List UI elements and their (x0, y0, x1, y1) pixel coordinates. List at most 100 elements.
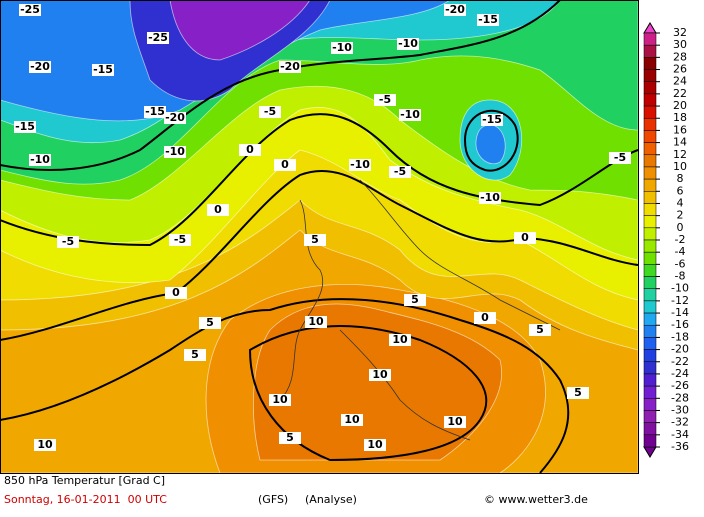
isotherm (0, 113, 639, 247)
colorbar-band (643, 398, 657, 411)
contour-label: -10 (30, 153, 50, 166)
colorbar-tick-label: -26 (671, 379, 689, 392)
label-background (207, 204, 229, 216)
colorbar-tick-label: 32 (673, 26, 687, 39)
label-background (444, 4, 466, 16)
contour-label: -5 (614, 151, 626, 164)
colorbar-tick-label: -24 (671, 367, 689, 380)
label-background (397, 38, 419, 50)
label-background (14, 121, 36, 133)
label-background (169, 234, 191, 246)
label-background (184, 349, 206, 361)
colorbar-band (643, 105, 657, 119)
contour-label: -5 (264, 105, 276, 118)
contour-label: -20 (165, 111, 185, 124)
contour-label: -10 (165, 145, 185, 158)
label-background (29, 61, 51, 73)
contour-label: -10 (398, 37, 418, 50)
colorbar-tick-label: 28 (673, 50, 687, 63)
footer-run: (Analyse) (305, 493, 357, 506)
label-background (19, 4, 41, 16)
colorbar-tick-label: 20 (673, 99, 687, 112)
label-background (477, 14, 499, 26)
contour-label: -10 (480, 191, 500, 204)
colorbar-band (643, 434, 657, 448)
label-background (349, 159, 371, 171)
label-background (199, 317, 221, 329)
colorbar-tick-label: 24 (673, 75, 687, 88)
label-background (529, 324, 551, 336)
colorbar-band (643, 69, 657, 82)
colorbar-band (643, 32, 657, 46)
colorbar-band (643, 251, 657, 265)
label-background (389, 334, 411, 346)
label-background (341, 414, 363, 426)
colorbar-band (643, 373, 657, 387)
contour-label: 10 (392, 333, 408, 346)
isotherm (463, 109, 519, 172)
colorbar-tick-label: -12 (671, 294, 689, 307)
colorbar-tick-label: 30 (673, 38, 687, 51)
colorbar-tick-label: 10 (673, 160, 687, 173)
contour-label: 10 (308, 315, 324, 328)
label-background (567, 387, 589, 399)
colorbar-tick-label: 8 (677, 172, 684, 185)
footer-credit: © www.wetter3.de (484, 493, 588, 506)
label-background (389, 166, 411, 178)
colorbar-band (643, 44, 657, 58)
contour-label: 0 (481, 311, 489, 324)
contour-label: -5 (62, 235, 74, 248)
contour-label: -15 (93, 63, 113, 76)
contour-label: -10 (332, 41, 352, 54)
colorbar-band (643, 93, 657, 107)
contour-label: 10 (37, 438, 53, 451)
colorbar-band (643, 215, 657, 229)
contour-label: -15 (15, 120, 35, 133)
label-background (479, 192, 501, 204)
temperature-field (253, 303, 502, 461)
label-background (164, 112, 186, 124)
contour-label: -15 (145, 105, 165, 118)
contour-label: -20 (445, 3, 465, 16)
contour-label: -15 (482, 113, 502, 126)
label-background (305, 316, 327, 328)
colorbar-band (643, 130, 657, 143)
colorbar-tick-label: -10 (671, 282, 689, 295)
coastline (359, 179, 561, 331)
contour-label: -10 (350, 158, 370, 171)
contour-label: 10 (344, 413, 360, 426)
label-background (474, 312, 496, 324)
label-background (92, 64, 114, 76)
colorbar-band (643, 154, 657, 168)
contour-label: 10 (372, 368, 388, 381)
contour-label: -5 (174, 233, 186, 246)
colorbar-tick-label: 26 (673, 63, 687, 76)
colorbar-tick-label: 12 (673, 148, 687, 161)
contour-label: -15 (478, 13, 498, 26)
colorbar-tick-label: -6 (675, 257, 686, 270)
colorbar-tick-label: 4 (677, 196, 684, 209)
contour-label: -10 (400, 108, 420, 121)
colorbar-band (643, 239, 657, 253)
colorbar-tick-label: -32 (671, 416, 689, 429)
coastline (279, 199, 324, 401)
colorbar-band (643, 191, 657, 204)
label-background (259, 106, 281, 118)
contour-label: 0 (214, 203, 222, 216)
colorbar-tick-label: 2 (677, 209, 684, 222)
contour-label: 0 (281, 158, 289, 171)
colorbar-band (643, 361, 657, 375)
contour-label: 0 (172, 286, 180, 299)
label-background (279, 432, 301, 444)
label-background (331, 42, 353, 54)
contour-label: 5 (191, 348, 199, 361)
label-background (57, 236, 79, 248)
label-background (364, 439, 386, 451)
colorbar-tick-label: -28 (671, 391, 689, 404)
colorbar-tick-label: -34 (671, 428, 689, 441)
map: -25-25-20 -15 -20-10 -10-20-15-15 -20-10-10-… (0, 0, 639, 474)
colorbar-tick-label: -16 (671, 318, 689, 331)
colorbar-tick-label: -2 (675, 233, 686, 246)
contour-label: -5 (394, 165, 406, 178)
colorbar-tick-label: -36 (671, 440, 689, 453)
